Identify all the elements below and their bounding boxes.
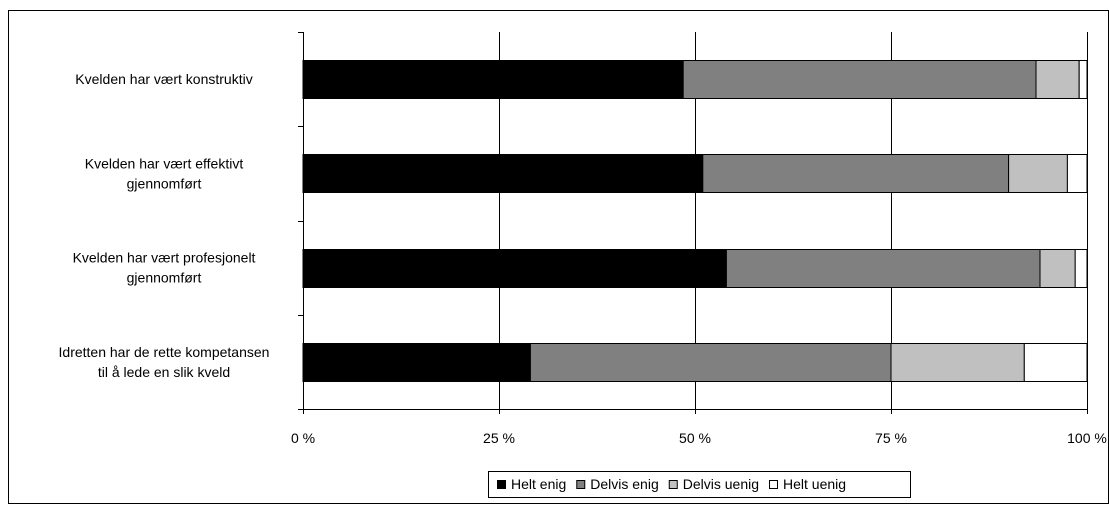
category-label-line: Idretten har de rette kompetansen xyxy=(59,344,270,360)
legend-item-helt-uenig: Helt uenig xyxy=(769,476,846,492)
category-label-line: Kvelden har vært profesjonelt xyxy=(73,250,256,266)
bar-segment-helt-enig-3 xyxy=(302,249,727,288)
axes xyxy=(298,32,1088,414)
bar-segment-helt-enig-1 xyxy=(302,60,684,99)
legend-swatch xyxy=(497,480,506,489)
category-label-4: Idretten har de rette kompetansen til å l… xyxy=(59,344,270,380)
category-label-line: gjennomført xyxy=(127,175,202,191)
category-label-line: til å lede en slik kveld xyxy=(98,364,230,380)
bar-segment-helt-uenig-3 xyxy=(1074,249,1088,288)
legend-item-delvis-enig: Delvis enig xyxy=(576,476,659,492)
legend: Helt enig Delvis enig Delvis uenig Helt uen… xyxy=(488,471,911,498)
bar-segment-helt-uenig-2 xyxy=(1066,154,1088,193)
legend-label: Delvis enig xyxy=(590,476,658,492)
legend-label: Helt uenig xyxy=(783,476,846,492)
bar-segment-helt-uenig-1 xyxy=(1078,60,1088,99)
bar-segment-delvis-uenig-4 xyxy=(890,343,1025,382)
legend-box xyxy=(488,471,911,498)
category-label-line: Kvelden har vært konstruktiv xyxy=(75,71,252,87)
legend-swatch xyxy=(576,480,586,489)
category-label-2: Kvelden har vært effektivt gjennomført xyxy=(85,155,244,191)
category-labels: Kvelden har vært konstruktiv Kvelden har … xyxy=(59,71,270,380)
x-tick-label-0: 0 % xyxy=(291,430,315,446)
category-label-1: Kvelden har vært konstruktiv xyxy=(75,71,252,87)
bar-segment-delvis-enig-1 xyxy=(682,60,1037,99)
bar-segment-delvis-uenig-1 xyxy=(1035,60,1080,99)
bars xyxy=(302,60,1088,382)
category-label-line: gjennomført xyxy=(127,270,202,286)
x-tick-label-75: 75 % xyxy=(875,430,907,446)
legend-item-helt-enig: Helt enig xyxy=(497,476,566,492)
bar-segment-helt-uenig-4 xyxy=(1023,343,1088,382)
legend-label: Delvis uenig xyxy=(683,476,759,492)
legend-item-delvis-uenig: Delvis uenig xyxy=(668,476,759,492)
bar-segment-delvis-enig-4 xyxy=(529,343,892,382)
x-tick-label-25: 25 % xyxy=(483,430,515,446)
bar-segment-delvis-uenig-2 xyxy=(1008,154,1068,193)
category-label-line: Kvelden har vært effektivt xyxy=(85,155,244,171)
bar-segment-helt-enig-2 xyxy=(302,154,704,193)
bar-segment-delvis-enig-2 xyxy=(702,154,1010,193)
category-label-3: Kvelden har vært profesjonelt gjennomført xyxy=(73,250,256,286)
bar-segment-delvis-uenig-3 xyxy=(1039,249,1076,288)
legend-swatch xyxy=(668,480,678,489)
bar-segment-delvis-enig-3 xyxy=(725,249,1041,288)
x-tick-label-100: 100 % xyxy=(1067,430,1107,446)
legend-label: Helt enig xyxy=(511,476,566,492)
legend-swatch xyxy=(769,480,779,489)
x-tick-label-50: 50 % xyxy=(679,430,711,446)
x-tick-labels: 0 % 25 % 50 % 75 % 100 % xyxy=(291,430,1107,446)
bar-segment-helt-enig-4 xyxy=(302,343,531,382)
